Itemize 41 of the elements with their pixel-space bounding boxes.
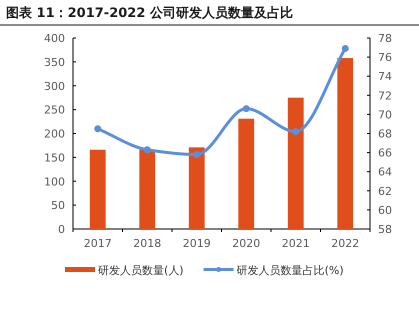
y2-tick-label: 62 [378,184,392,198]
y2-tick-label: 66 [378,146,392,160]
chart-title: 图表 11：2017-2022 公司研发人员数量及占比 [6,6,293,21]
y-tick-label: 0 [58,223,65,236]
x-tick-label: 2022 [331,237,360,250]
y-tick-label: 100 [44,175,65,188]
point [292,128,300,136]
x-tick-label: 2020 [232,237,260,250]
y2-tick-label: 70 [378,108,392,122]
y2-tick-label: 78 [378,32,392,45]
y-tick-label: 350 [44,56,65,69]
legend-label: 研发人员数量(人) [98,264,184,277]
point [342,45,349,52]
y2-tick-label: 68 [378,128,392,140]
x-tick-label: 2021 [282,237,310,250]
bar [139,150,156,229]
x-tick-label: 2019 [182,237,211,250]
bar [337,58,354,229]
point [193,151,200,158]
y-tick-label: 400 [44,32,65,45]
y-tick-label: 50 [51,199,65,212]
y-tick-label: 300 [44,80,65,93]
y2-tick-label: 72 [378,89,392,102]
y-tick-label: 150 [44,151,65,164]
y2-tick-label: 58 [378,223,392,236]
bar [188,147,205,229]
y-tick-label: 200 [44,128,65,140]
y-tick-label: 250 [44,104,65,117]
bar [288,98,304,229]
bar [238,118,254,229]
y2-tick-label: 60 [378,204,392,217]
point [144,146,151,154]
y2-tick-label: 76 [378,51,392,64]
y2-tick-label: 64 [378,166,392,179]
bar [90,150,106,229]
y2-tick-label: 74 [378,70,392,84]
x-tick-label: 2018 [133,237,162,250]
point [94,125,102,132]
x-tick-label: 2017 [84,237,112,250]
legend-label: 研发人员数量占比(%) [236,264,344,277]
point [242,105,250,112]
